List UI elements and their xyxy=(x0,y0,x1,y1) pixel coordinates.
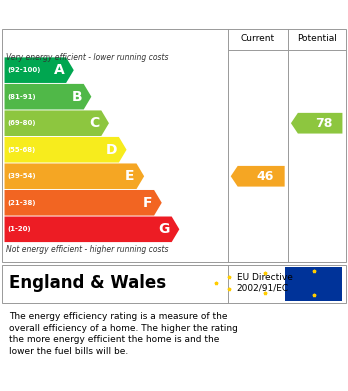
Text: The energy efficiency rating is a measure of the
overall efficiency of a home. T: The energy efficiency rating is a measur… xyxy=(9,312,238,356)
Text: Energy Efficiency Rating: Energy Efficiency Rating xyxy=(10,7,220,22)
Polygon shape xyxy=(5,84,92,109)
Polygon shape xyxy=(5,217,179,242)
Polygon shape xyxy=(5,57,74,83)
Polygon shape xyxy=(5,137,127,163)
Text: 78: 78 xyxy=(315,117,332,130)
Text: England & Wales: England & Wales xyxy=(9,274,166,292)
Text: B: B xyxy=(71,90,82,104)
Text: A: A xyxy=(54,63,64,77)
Text: 46: 46 xyxy=(256,170,273,183)
Text: EU Directive
2002/91/EC: EU Directive 2002/91/EC xyxy=(237,273,293,293)
Polygon shape xyxy=(5,163,144,189)
Text: F: F xyxy=(143,196,152,210)
Text: Very energy efficient - lower running costs: Very energy efficient - lower running co… xyxy=(6,53,169,62)
Text: G: G xyxy=(159,222,170,236)
Text: (92-100): (92-100) xyxy=(7,67,41,73)
Text: (69-80): (69-80) xyxy=(7,120,36,126)
Text: D: D xyxy=(106,143,117,157)
Bar xyxy=(285,267,342,301)
Text: Current: Current xyxy=(241,34,275,43)
Polygon shape xyxy=(5,190,162,215)
Polygon shape xyxy=(291,113,342,134)
Text: E: E xyxy=(125,169,135,183)
Polygon shape xyxy=(231,166,285,187)
Text: C: C xyxy=(89,116,100,130)
Text: (1-20): (1-20) xyxy=(7,226,31,232)
Text: (55-68): (55-68) xyxy=(7,147,35,153)
Text: (81-91): (81-91) xyxy=(7,94,36,100)
Text: Potential: Potential xyxy=(297,34,337,43)
Text: Not energy efficient - higher running costs: Not energy efficient - higher running co… xyxy=(6,246,169,255)
Polygon shape xyxy=(5,110,109,136)
Text: (21-38): (21-38) xyxy=(7,200,36,206)
Text: (39-54): (39-54) xyxy=(7,173,36,179)
